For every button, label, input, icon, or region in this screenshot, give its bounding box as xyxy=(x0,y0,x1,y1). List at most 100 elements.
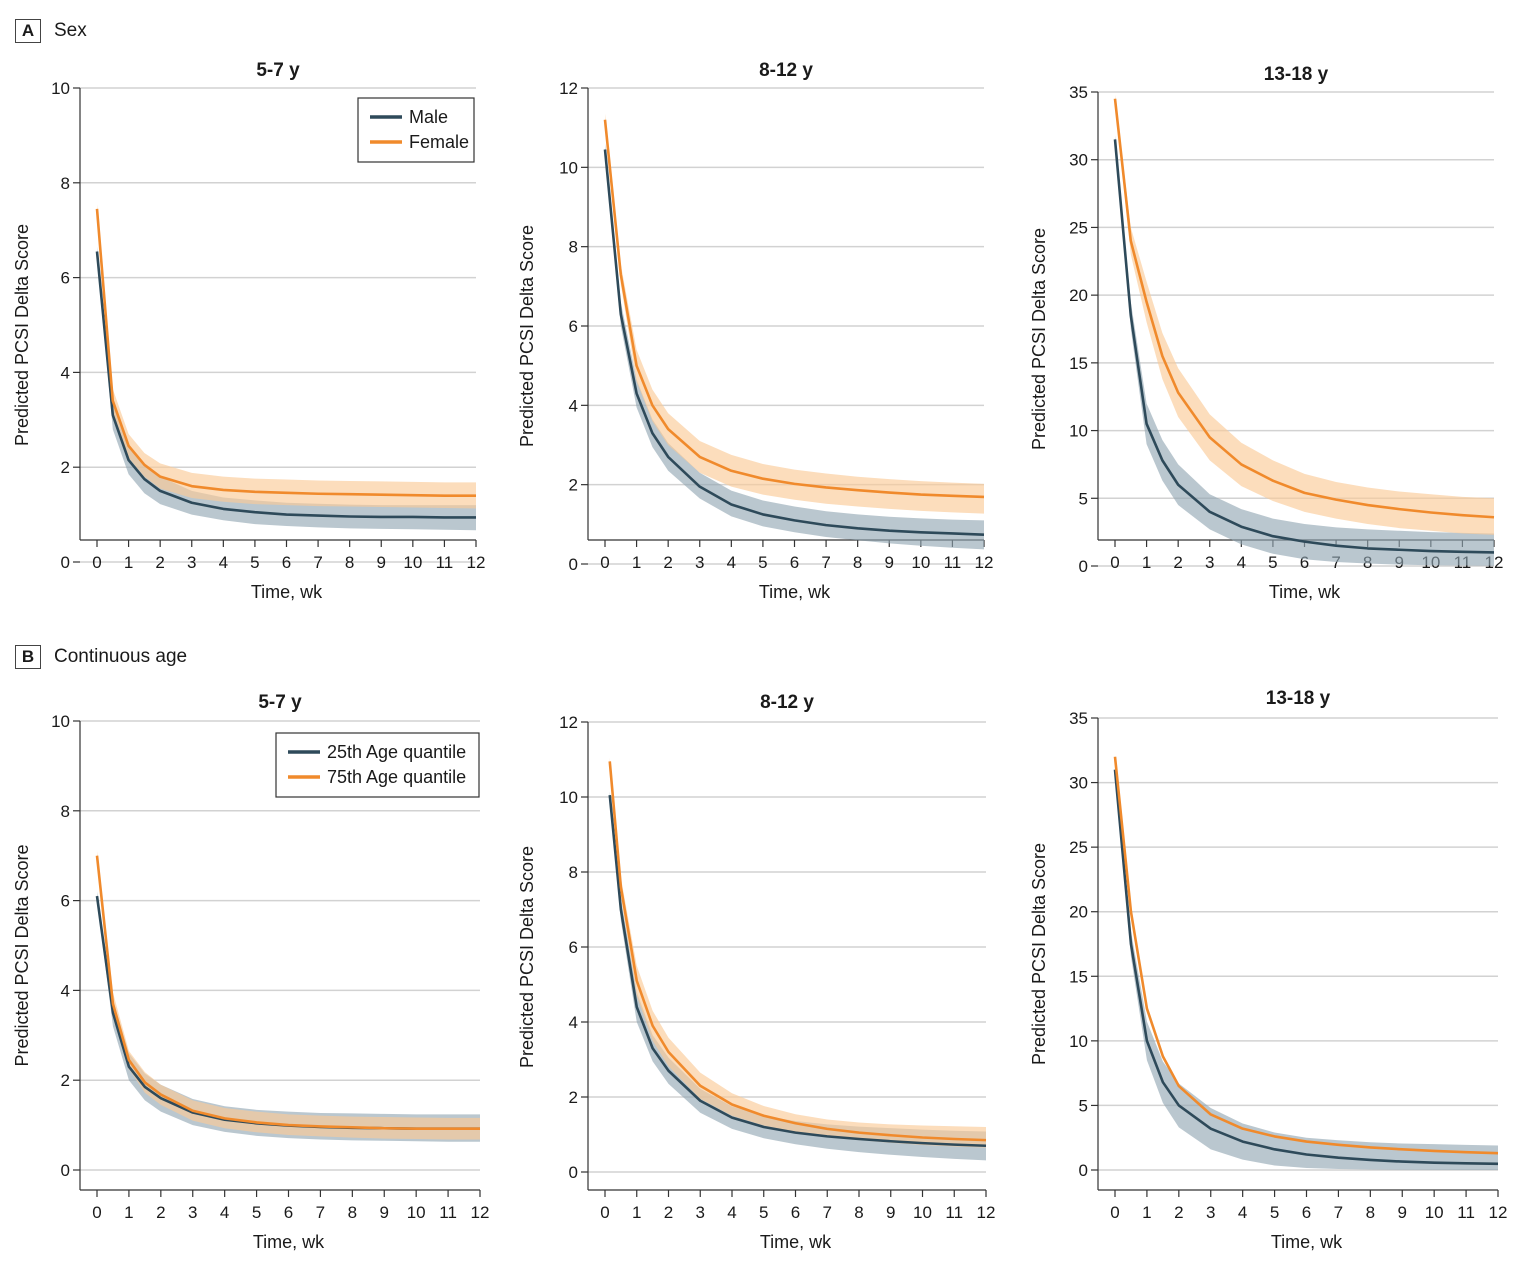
x-tick-label: 0 xyxy=(1110,1203,1119,1222)
y-tick-label: 10 xyxy=(559,158,578,177)
x-tick-label: 8 xyxy=(854,1203,863,1222)
x-tick-label: 12 xyxy=(975,553,994,572)
y-tick-label: 2 xyxy=(569,476,578,495)
x-tick-label: 3 xyxy=(1206,1203,1215,1222)
series-line-2 xyxy=(95,208,476,497)
x-tick-label: 5 xyxy=(1270,1203,1279,1222)
y-tick-label: 10 xyxy=(51,712,70,731)
y-tick-label: 10 xyxy=(1069,1032,1088,1051)
x-tick-label: 9 xyxy=(886,1203,895,1222)
y-tick-label: 0 xyxy=(61,1161,70,1180)
x-tick-label: 0 xyxy=(92,1203,101,1222)
x-tick-label: 11 xyxy=(944,553,962,572)
x-tick-label: 5 xyxy=(1268,553,1277,572)
confidence-band-2 xyxy=(1115,94,1494,535)
series-line-1 xyxy=(603,149,985,536)
x-tick-label: 2 xyxy=(664,1203,673,1222)
x-axis-label: Time, wk xyxy=(251,582,323,602)
chart-title: 5-7 y xyxy=(258,692,302,713)
y-tick-label: 2 xyxy=(61,458,70,477)
legend: Male Female xyxy=(357,97,475,163)
x-tick-label: 7 xyxy=(316,1203,325,1222)
legend-label-2: Female xyxy=(409,132,469,152)
x-tick-label: 4 xyxy=(1237,553,1246,572)
x-tick-label: 6 xyxy=(1302,1203,1311,1222)
y-tick-label: 6 xyxy=(61,269,70,288)
x-tick-label: 11 xyxy=(945,1203,963,1222)
x-tick-label: 8 xyxy=(853,553,862,572)
x-axis-label: Time, wk xyxy=(760,1232,832,1252)
confidence-band-2 xyxy=(97,851,480,1140)
y-axis-label: Predicted PCSI Delta Score xyxy=(12,224,32,446)
x-tick-label: 2 xyxy=(1173,553,1182,572)
x-tick-label: 2 xyxy=(155,553,164,572)
x-tick-label: 1 xyxy=(1142,553,1151,572)
series-line-1 xyxy=(95,895,480,1130)
y-tick-label: 12 xyxy=(559,713,578,732)
x-tick-label: 7 xyxy=(1334,1203,1343,1222)
x-tick-label: 3 xyxy=(187,553,196,572)
chart-title: 13-18 y xyxy=(1264,64,1329,85)
y-tick-label: 35 xyxy=(1069,83,1088,102)
x-tick-label: 11 xyxy=(1457,1203,1475,1222)
x-tick-label: 5 xyxy=(758,553,767,572)
x-tick-label: 0 xyxy=(600,1203,609,1222)
y-tick-label: 6 xyxy=(569,317,578,336)
x-tick-label: 4 xyxy=(1238,1203,1247,1222)
x-tick-label: 10 xyxy=(407,1203,426,1222)
x-tick-label: 4 xyxy=(219,553,228,572)
chart-title: 5-7 y xyxy=(256,60,300,81)
x-tick-label: 10 xyxy=(1425,1203,1444,1222)
section-header-b: B Continuous age xyxy=(15,644,187,670)
y-tick-label: 8 xyxy=(569,238,578,257)
x-axis-label: Time, wk xyxy=(1271,1232,1343,1252)
x-tick-label: 0 xyxy=(600,553,609,572)
x-tick-label: 9 xyxy=(1398,1203,1407,1222)
chart-title: 8-12 y xyxy=(759,60,813,81)
confidence-band-1 xyxy=(609,791,986,1161)
section-letter-b: B xyxy=(15,645,41,669)
confidence-band-1 xyxy=(97,891,480,1142)
y-tick-label: 8 xyxy=(61,802,70,821)
x-tick-label: 3 xyxy=(1205,553,1214,572)
y-axis-label: Predicted PCSI Delta Score xyxy=(12,844,32,1066)
x-tick-label: 7 xyxy=(1331,553,1340,572)
x-tick-label: 7 xyxy=(823,1203,832,1222)
y-axis-label: Predicted PCSI Delta Score xyxy=(517,846,537,1068)
legend-box xyxy=(275,732,480,798)
legend-label-1: Male xyxy=(409,107,448,127)
y-tick-label: 5 xyxy=(1079,1096,1088,1115)
y-tick-label: 0 xyxy=(1079,557,1088,576)
x-tick-label: 6 xyxy=(282,553,291,572)
x-tick-label: 10 xyxy=(913,1203,932,1222)
series-line-1 xyxy=(95,251,476,519)
x-tick-label: 1 xyxy=(124,553,133,572)
y-tick-label: 0 xyxy=(569,1163,578,1182)
section-letter-a: A xyxy=(15,19,41,43)
y-tick-label: 10 xyxy=(51,79,70,98)
section-header-a: A Sex xyxy=(15,18,87,44)
y-tick-label: 35 xyxy=(1069,709,1088,728)
x-axis-label: Time, wk xyxy=(1269,582,1341,602)
x-tick-label: 5 xyxy=(252,1203,261,1222)
x-tick-label: 1 xyxy=(632,1203,641,1222)
x-tick-label: 2 xyxy=(156,1203,165,1222)
x-tick-label: 11 xyxy=(439,1203,457,1222)
x-tick-label: 4 xyxy=(727,553,736,572)
x-tick-label: 0 xyxy=(92,553,101,572)
x-tick-label: 1 xyxy=(632,553,641,572)
y-tick-label: 0 xyxy=(569,555,578,574)
y-tick-label: 12 xyxy=(559,79,578,98)
y-tick-label: 25 xyxy=(1069,838,1088,857)
series-line-1 xyxy=(608,795,987,1148)
y-tick-label: 25 xyxy=(1069,218,1088,237)
y-tick-label: 30 xyxy=(1069,151,1088,170)
x-tick-label: 11 xyxy=(436,553,454,572)
x-tick-label: 5 xyxy=(250,553,259,572)
x-tick-label: 8 xyxy=(348,1203,357,1222)
series-line-2 xyxy=(608,761,987,1142)
x-tick-label: 12 xyxy=(467,553,486,572)
